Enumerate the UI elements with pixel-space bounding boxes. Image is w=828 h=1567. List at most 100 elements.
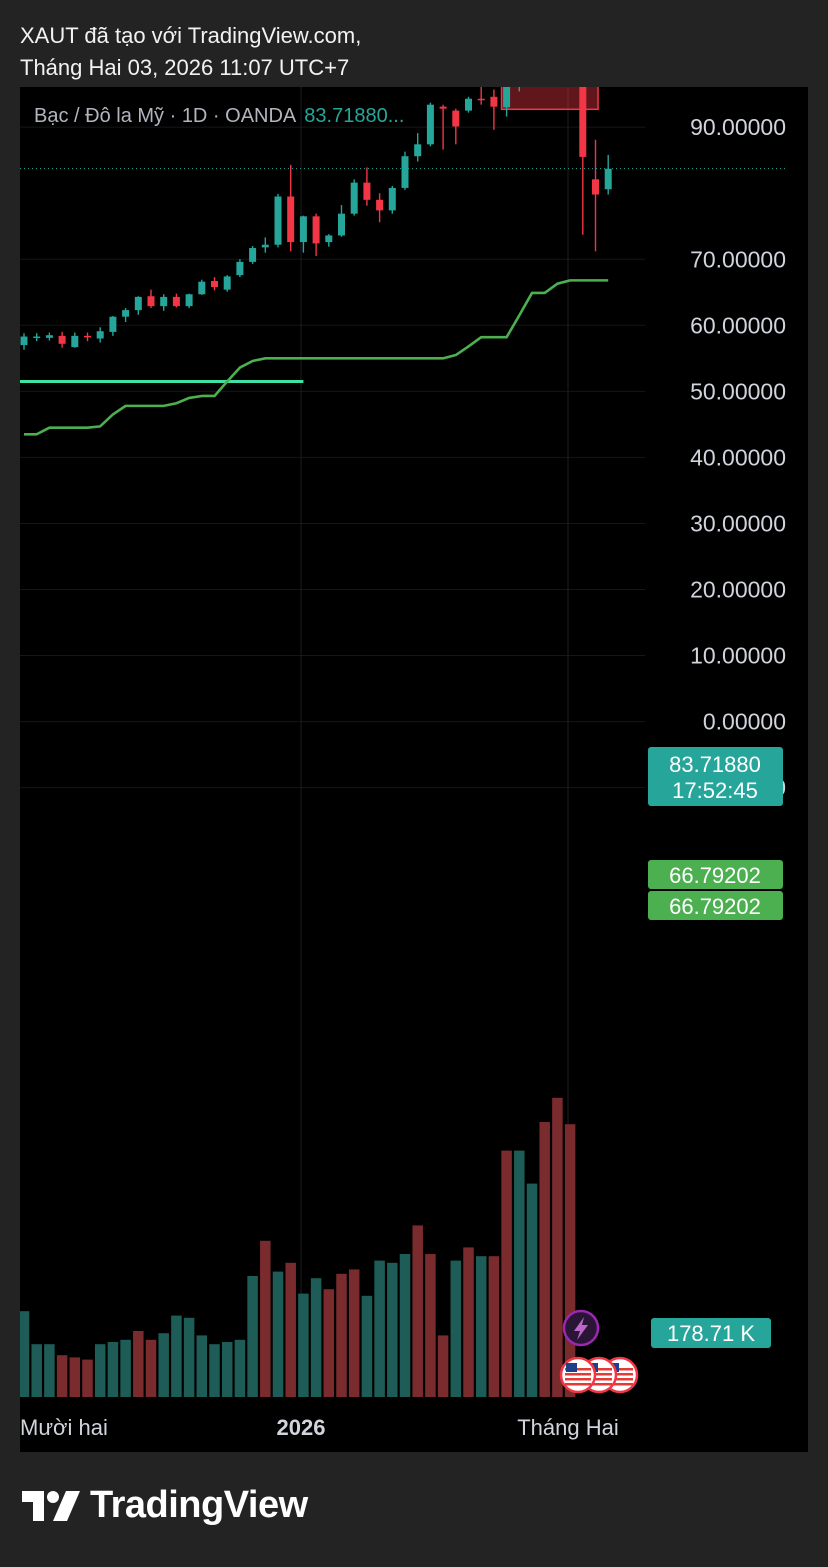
flag-stripe — [586, 1383, 612, 1386]
candle — [388, 185, 396, 214]
candle-body — [223, 276, 231, 290]
candle-body — [490, 96, 498, 107]
candle-body — [20, 336, 28, 346]
volume-bar — [183, 1317, 195, 1397]
countdown-value: 17:52:45 — [672, 778, 758, 803]
volume-bar — [564, 1124, 576, 1397]
volume-value: 178.71 K — [667, 1321, 755, 1346]
candle — [236, 259, 244, 278]
volume-bar — [221, 1342, 233, 1397]
candle-body — [604, 168, 612, 190]
candle — [198, 279, 206, 295]
y-tick-label: 90.00000 — [690, 114, 786, 140]
candle-body — [185, 294, 193, 307]
candle-body — [414, 144, 422, 157]
candle-body — [287, 196, 295, 243]
candle — [604, 154, 612, 195]
candle — [338, 205, 345, 237]
candle-body — [465, 98, 472, 111]
flag-stripe — [586, 1378, 612, 1381]
volume-bar — [133, 1331, 144, 1397]
candle-body — [477, 98, 485, 101]
volume-bar — [260, 1240, 271, 1397]
candle — [71, 332, 79, 348]
volume-bar — [336, 1273, 347, 1397]
y-tick-label: 50.00000 — [690, 378, 786, 404]
flag-stripe — [586, 1373, 612, 1376]
x-axis: Mười hai 2026 Tháng Hai — [20, 1415, 619, 1440]
chart-canvas[interactable]: 180.00000170.00000160.00000150.00000140.… — [20, 87, 808, 1452]
candle — [287, 164, 295, 252]
candle-body — [58, 335, 66, 344]
candle-body — [439, 106, 447, 109]
candle — [490, 89, 498, 130]
volume-bar — [463, 1247, 474, 1397]
candle — [122, 308, 130, 322]
candle — [274, 193, 282, 248]
brand-wordmark: TradingView — [90, 1484, 308, 1526]
volume-bar — [323, 1289, 335, 1397]
candle — [249, 246, 257, 264]
volume-bar — [361, 1295, 373, 1397]
badge-background — [648, 860, 783, 889]
volume-bar — [20, 1311, 30, 1397]
candle-body — [338, 213, 345, 236]
flag-stripe — [586, 1368, 612, 1371]
candle-body — [122, 310, 130, 317]
flag-stripe — [607, 1368, 633, 1371]
candle — [160, 294, 168, 311]
candle-body — [325, 235, 333, 243]
volume-bar — [387, 1262, 398, 1397]
candle — [223, 275, 231, 292]
footer-logo: TradingView — [22, 1484, 308, 1527]
flag-stripe — [565, 1373, 591, 1376]
symbol-legend: Bạc / Đô la Mỹ · 1D · OANDA 83.71880... — [34, 105, 404, 128]
volume-bar — [234, 1339, 246, 1397]
candle — [20, 333, 28, 350]
header-line-2: Tháng Hai 03, 2026 11:07 UTC+7 — [20, 55, 350, 80]
chart-frame[interactable]: 180.00000170.00000160.00000150.00000140.… — [20, 87, 808, 1452]
badge-background — [648, 891, 783, 920]
us-flag-icon — [559, 1356, 597, 1394]
volume-bar — [425, 1254, 436, 1397]
lightning-icon — [562, 1309, 600, 1347]
candle-body — [388, 187, 396, 211]
tradingview-logo-icon — [22, 1490, 80, 1521]
y-tick-label: 40.00000 — [690, 444, 786, 470]
volume-bar — [412, 1225, 423, 1397]
candle-body — [452, 110, 460, 127]
candle — [477, 87, 485, 105]
candle — [579, 87, 587, 235]
volume-bar — [539, 1122, 550, 1397]
header-line-1: XAUT đã tạo với TradingView.com, — [20, 23, 362, 48]
candle — [325, 234, 333, 247]
volume-bar — [94, 1344, 106, 1397]
volume-bar — [285, 1262, 296, 1397]
volume-bar — [475, 1256, 487, 1397]
candle — [503, 87, 511, 117]
candle-body — [147, 296, 155, 307]
candle-body — [592, 179, 599, 195]
candle-body — [261, 244, 269, 248]
candle — [376, 193, 384, 223]
candle-body — [45, 335, 53, 338]
candle-body — [172, 296, 180, 307]
candle — [426, 102, 434, 147]
candle — [211, 277, 218, 291]
ma-badge: 66.79202 — [648, 891, 783, 920]
volume-bar — [310, 1278, 322, 1397]
badge-background — [648, 747, 783, 806]
y-tick-label: 0.00000 — [703, 709, 786, 735]
candle-body — [350, 182, 358, 214]
highlight-box — [500, 87, 599, 111]
ma-value: 66.79202 — [669, 894, 761, 919]
grid — [20, 87, 645, 1397]
volume-bar — [209, 1344, 220, 1397]
candle — [465, 96, 472, 113]
candle-body — [33, 336, 41, 339]
volume-bar — [171, 1315, 182, 1397]
flag-stripe — [565, 1383, 591, 1386]
volume-bar — [120, 1339, 131, 1397]
symbol-label: Bạc / Đô la Mỹ · 1D · OANDA — [34, 105, 297, 127]
